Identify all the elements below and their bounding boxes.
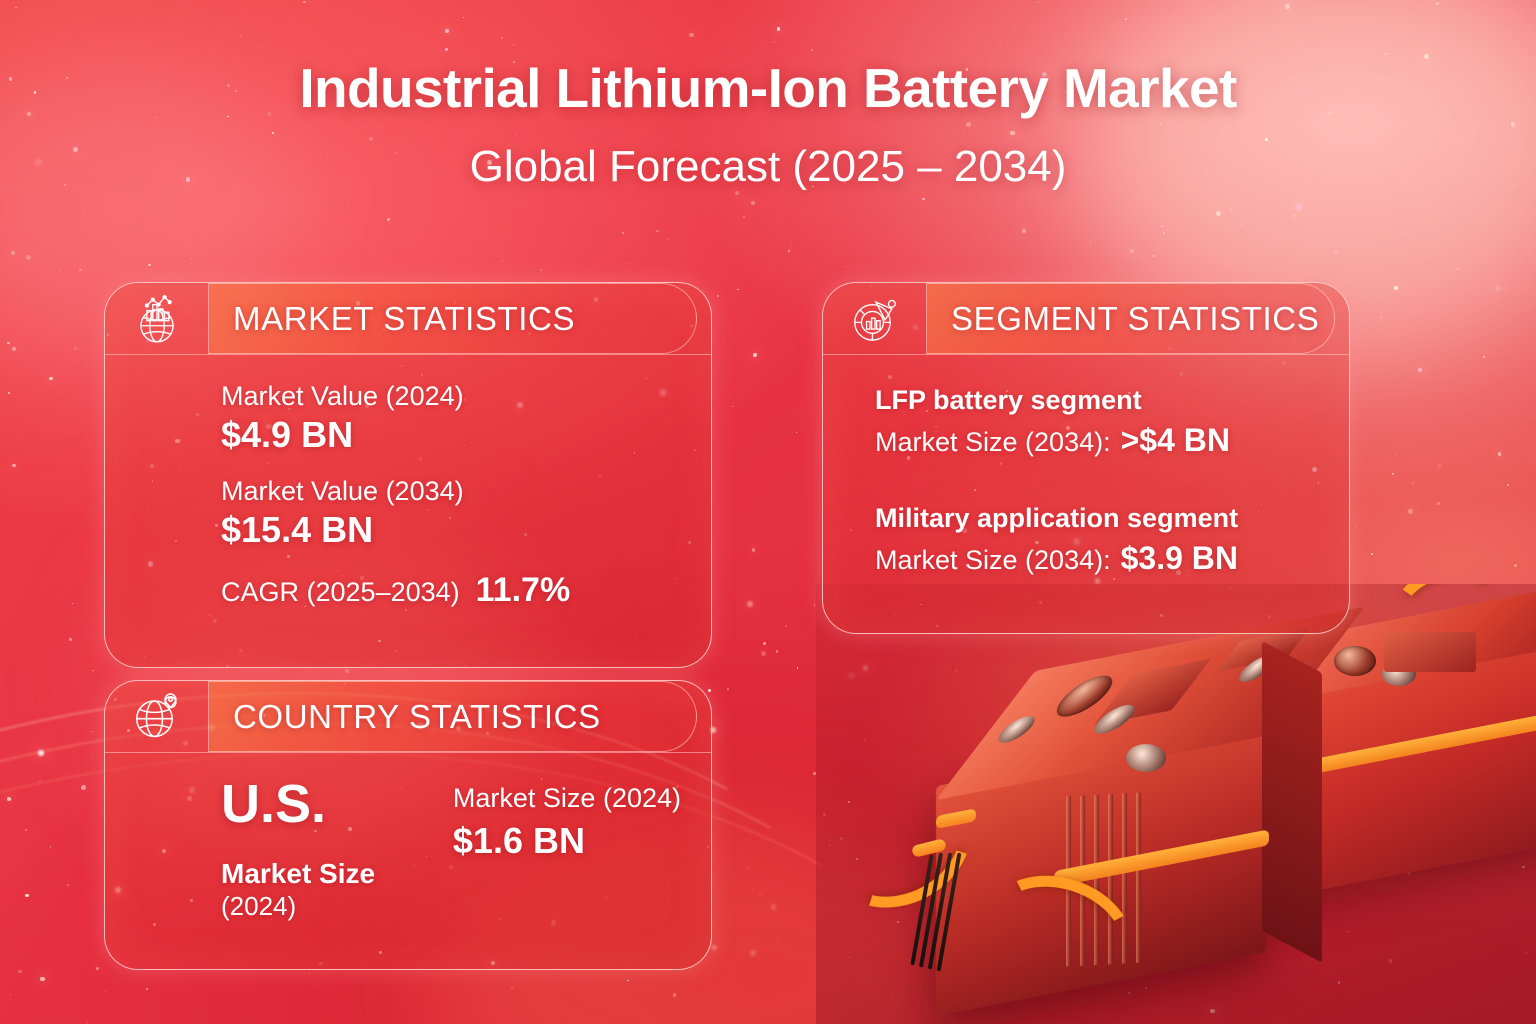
market-value-2024-value: $4.9 BN <box>221 414 354 455</box>
card-header: MARKET STATISTICS <box>105 283 711 355</box>
segment-item-title: LFP battery segment <box>875 385 1142 415</box>
market-statistics-card[interactable]: MARKET STATISTICS Market Value (2024) $4… <box>104 282 712 668</box>
segment-item-row: Market Size (2034): $3.9 BN <box>875 540 1349 577</box>
globe-pin-icon <box>105 681 209 752</box>
market-value-2034-value: $15.4 BN <box>221 509 374 550</box>
market-value-2024-label: Market Value (2024) <box>221 381 464 411</box>
country-market-size-label: Market Size (2024) <box>452 783 681 813</box>
segment-item-label: Market Size (2034): <box>875 545 1111 575</box>
segment-spacer <box>875 459 1349 503</box>
segment-item-title: Military application segment <box>875 503 1239 533</box>
country-name: U.S. <box>221 774 327 834</box>
segment-card-body: LFP battery segment Market Size (2034): … <box>823 355 1349 577</box>
country-statistics-card[interactable]: COUNTRY STATISTICS U.S. Market Size (202… <box>104 680 712 970</box>
card-header: COUNTRY STATISTICS <box>105 681 711 753</box>
country-right-column: Market Size (2024) $1.6 BN <box>453 777 681 922</box>
card-title: COUNTRY STATISTICS <box>233 697 601 735</box>
cagr-value: 11.7% <box>475 571 571 609</box>
card-header: SEGMENT STATISTICS <box>823 283 1349 355</box>
segment-statistics-card[interactable]: SEGMENT STATISTICS LFP battery segment M… <box>822 282 1350 634</box>
module-side-face <box>1262 640 1322 963</box>
segment-item-row: Market Size (2034): >$4 BN <box>875 422 1349 459</box>
cagr-label: CAGR (2025–2034) <box>221 577 460 607</box>
battery-module-illustration <box>816 584 1536 1024</box>
card-header-pill: SEGMENT STATISTICS <box>927 283 1335 354</box>
country-market-size-value: $1.6 BN <box>452 820 585 861</box>
pie-chart-bars-icon <box>823 283 927 354</box>
card-title: SEGMENT STATISTICS <box>951 299 1320 337</box>
glow-blob <box>120 520 540 860</box>
page-title: Industrial Lithium-Ion Battery Market <box>299 57 1237 119</box>
segment-item-value: >$4 BN <box>1120 422 1230 458</box>
segment-item-label: Market Size (2034): <box>875 427 1111 457</box>
cagr-row: CAGR (2025–2034) 11.7% <box>221 571 711 610</box>
country-card-body: U.S. Market Size (2024) Market Size (202… <box>105 753 711 922</box>
country-metric-year: (2024) <box>221 890 297 921</box>
country-left-column: U.S. Market Size (2024) <box>221 777 375 922</box>
card-header-pill: MARKET STATISTICS <box>209 283 697 354</box>
card-title: MARKET STATISTICS <box>233 299 576 337</box>
market-card-body: Market Value (2024) $4.9 BN Market Value… <box>105 355 711 610</box>
header: Industrial Lithium-Ion Battery Market Gl… <box>0 56 1536 192</box>
globe-bar-chart-icon <box>105 283 209 354</box>
country-metric-label: Market Size <box>221 858 376 889</box>
market-value-2034-label: Market Value (2034) <box>221 476 464 506</box>
segment-item-value: $3.9 BN <box>1120 540 1238 576</box>
card-header-pill: COUNTRY STATISTICS <box>209 681 697 752</box>
page-subtitle: Global Forecast (2025 – 2034) <box>469 142 1067 191</box>
